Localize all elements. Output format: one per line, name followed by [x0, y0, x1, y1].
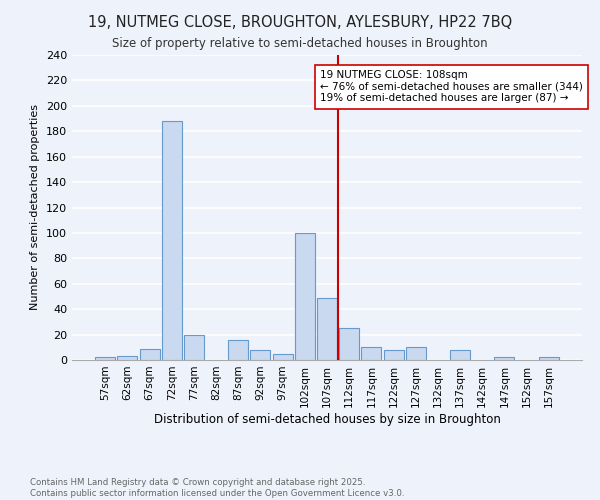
Bar: [339, 328, 359, 360]
Bar: [539, 358, 559, 360]
Bar: [95, 358, 115, 360]
Bar: [361, 348, 382, 360]
Bar: [317, 298, 337, 360]
Bar: [228, 340, 248, 360]
X-axis label: Distribution of semi-detached houses by size in Broughton: Distribution of semi-detached houses by …: [154, 412, 500, 426]
Bar: [450, 350, 470, 360]
Text: 19, NUTMEG CLOSE, BROUGHTON, AYLESBURY, HP22 7BQ: 19, NUTMEG CLOSE, BROUGHTON, AYLESBURY, …: [88, 15, 512, 30]
Text: Size of property relative to semi-detached houses in Broughton: Size of property relative to semi-detach…: [112, 38, 488, 51]
Bar: [272, 354, 293, 360]
Text: 19 NUTMEG CLOSE: 108sqm
← 76% of semi-detached houses are smaller (344)
19% of s: 19 NUTMEG CLOSE: 108sqm ← 76% of semi-de…: [320, 70, 583, 103]
Bar: [383, 350, 404, 360]
Bar: [406, 348, 426, 360]
Bar: [118, 356, 137, 360]
Bar: [295, 233, 315, 360]
Bar: [250, 350, 271, 360]
Bar: [162, 121, 182, 360]
Text: Contains HM Land Registry data © Crown copyright and database right 2025.
Contai: Contains HM Land Registry data © Crown c…: [30, 478, 404, 498]
Bar: [140, 348, 160, 360]
Bar: [184, 334, 204, 360]
Bar: [494, 358, 514, 360]
Y-axis label: Number of semi-detached properties: Number of semi-detached properties: [31, 104, 40, 310]
